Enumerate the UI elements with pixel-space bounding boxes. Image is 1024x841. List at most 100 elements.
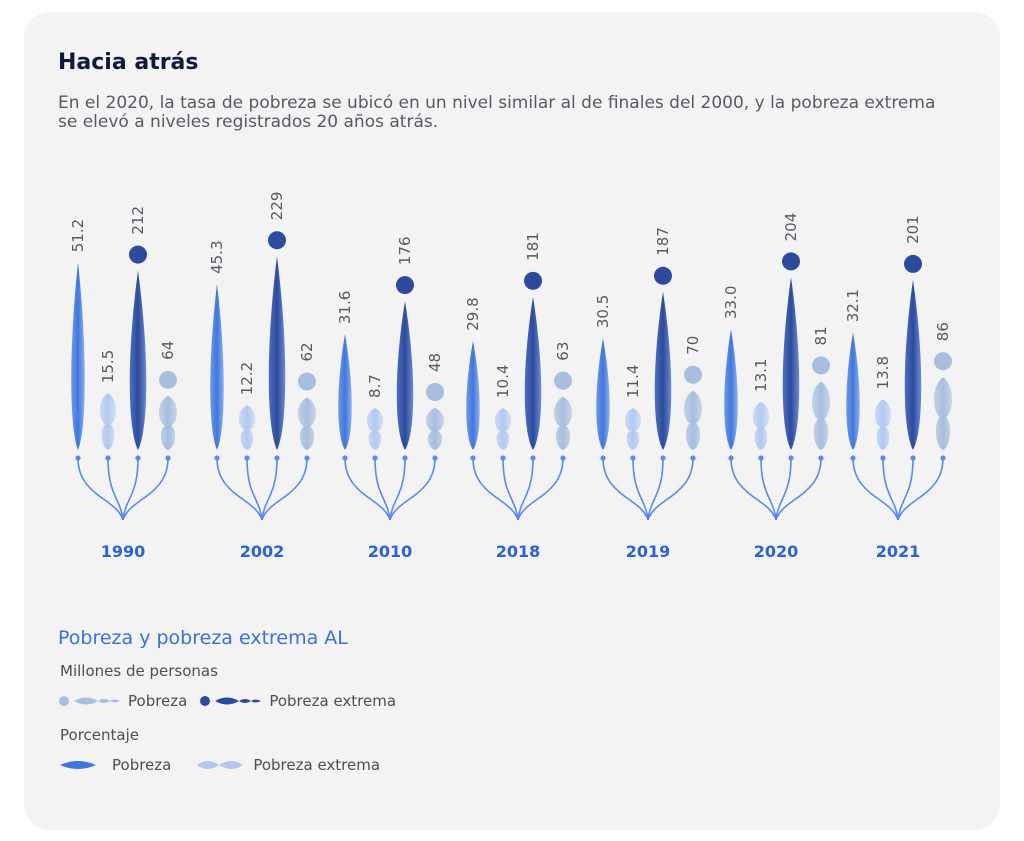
- connector-dot: [244, 455, 250, 461]
- legend-title: Pobreza y pobreza extrema AL: [58, 627, 348, 649]
- year-label: 2019: [626, 542, 671, 561]
- extreme-rate-mark: [366, 408, 384, 450]
- poverty-people-mark-cap: [524, 271, 542, 290]
- legend-poverty-rate-glyph: [60, 761, 96, 769]
- value-label: 29.8: [464, 297, 482, 330]
- chart-subtitle: En el 2020, la tasa de pobreza se ubicó …: [58, 93, 936, 132]
- legend-people-heading: Millones de personas: [60, 662, 218, 680]
- connector-line: [882, 457, 899, 521]
- connector-dot: [530, 455, 536, 461]
- poverty-people-mark: [654, 291, 672, 450]
- legend-extreme-rate-label: Pobreza extrema: [253, 756, 381, 774]
- value-label: 48: [426, 353, 444, 372]
- connector-line: [389, 457, 406, 521]
- poverty-people-mark: [782, 277, 800, 450]
- connector-line: [647, 457, 694, 521]
- connector-dot: [600, 455, 606, 461]
- value-label: 229: [268, 192, 286, 221]
- connector-line: [246, 457, 263, 521]
- connector-dot: [500, 455, 506, 461]
- legend-extreme-people-glyph: [200, 696, 262, 706]
- connector-dot: [372, 455, 378, 461]
- poverty-people-mark: [904, 279, 922, 450]
- connector-dot: [728, 455, 734, 461]
- connector-line: [775, 457, 792, 521]
- extreme-people-mark: [297, 397, 317, 450]
- poverty-rate-mark: [210, 283, 224, 450]
- extreme-people-mark-cap: [934, 352, 952, 371]
- connector-line: [107, 457, 124, 521]
- connector-dot: [940, 455, 946, 461]
- value-label: 10.4: [494, 365, 512, 398]
- value-label: 212: [129, 206, 147, 235]
- year-label: 2021: [876, 542, 921, 561]
- poverty-rate-mark: [338, 334, 352, 450]
- connector-dot: [135, 455, 141, 461]
- connector-dot: [342, 455, 348, 461]
- year-label: 2018: [496, 542, 541, 561]
- connector-dot: [910, 455, 916, 461]
- legend-extreme-people-label: Pobreza extrema: [269, 692, 397, 710]
- poverty-rate-mark: [846, 332, 860, 450]
- value-label: 32.1: [844, 289, 862, 322]
- extreme-people-mark-cap: [684, 365, 702, 384]
- value-label: 11.4: [624, 365, 642, 398]
- value-label: 201: [904, 215, 922, 244]
- legend-poverty-people-glyph: [59, 696, 120, 706]
- value-label: 62: [298, 342, 316, 361]
- connector-line: [897, 457, 914, 521]
- value-label: 176: [396, 236, 414, 265]
- value-label: 30.5: [594, 295, 612, 328]
- extreme-people-mark-cap: [298, 372, 316, 391]
- connector-dot: [304, 455, 310, 461]
- extreme-people-mark: [683, 390, 703, 450]
- value-label: 13.8: [874, 356, 892, 389]
- connector-dot: [432, 455, 438, 461]
- connector-dot: [402, 455, 408, 461]
- extreme-people-mark: [553, 396, 573, 450]
- extreme-people-mark-cap: [554, 371, 572, 390]
- connector-line: [216, 457, 263, 521]
- extreme-rate-mark: [752, 401, 770, 450]
- value-label: 187: [654, 227, 672, 256]
- connector-line: [517, 457, 564, 521]
- value-label: 81: [812, 326, 830, 345]
- connector-line: [374, 457, 391, 521]
- value-label: 64: [159, 341, 177, 360]
- poverty-people-mark-cap: [782, 252, 800, 271]
- extreme-people-mark-cap: [812, 356, 830, 375]
- connector-line: [261, 457, 278, 521]
- connector-line: [502, 457, 519, 521]
- poverty-people-mark: [129, 270, 147, 450]
- year-label: 1990: [101, 542, 146, 561]
- year-label: 2010: [368, 542, 413, 561]
- connector-line: [775, 457, 822, 521]
- poverty-people-mark: [396, 301, 414, 450]
- poverty-people-mark-cap: [129, 245, 147, 264]
- legend-people-row: Pobreza Pobreza extrema: [58, 690, 396, 712]
- extreme-people-mark-cap: [426, 383, 444, 401]
- connector-line: [261, 457, 308, 521]
- connector-line: [389, 457, 436, 521]
- connector-line: [602, 457, 649, 521]
- year-label: 2020: [754, 542, 799, 561]
- value-label: 70: [684, 336, 702, 355]
- extreme-rate-mark: [99, 393, 117, 450]
- extreme-rate-mark: [238, 405, 256, 450]
- connector-line: [122, 457, 139, 521]
- connector-line: [647, 457, 664, 521]
- value-label: 45.3: [208, 240, 226, 273]
- connector-dot: [75, 455, 81, 461]
- connector-dot: [850, 455, 856, 461]
- poverty-people-mark-cap: [268, 231, 286, 250]
- extreme-people-mark-cap: [159, 370, 177, 389]
- connector-line: [632, 457, 649, 521]
- connector-dot: [560, 455, 566, 461]
- value-label: 8.7: [366, 374, 384, 398]
- connector-dot: [690, 455, 696, 461]
- year-label: 2002: [240, 542, 285, 561]
- legend-extreme-rate-glyph: [197, 761, 244, 769]
- value-label: 33.0: [722, 286, 740, 319]
- extreme-people-mark: [158, 395, 178, 450]
